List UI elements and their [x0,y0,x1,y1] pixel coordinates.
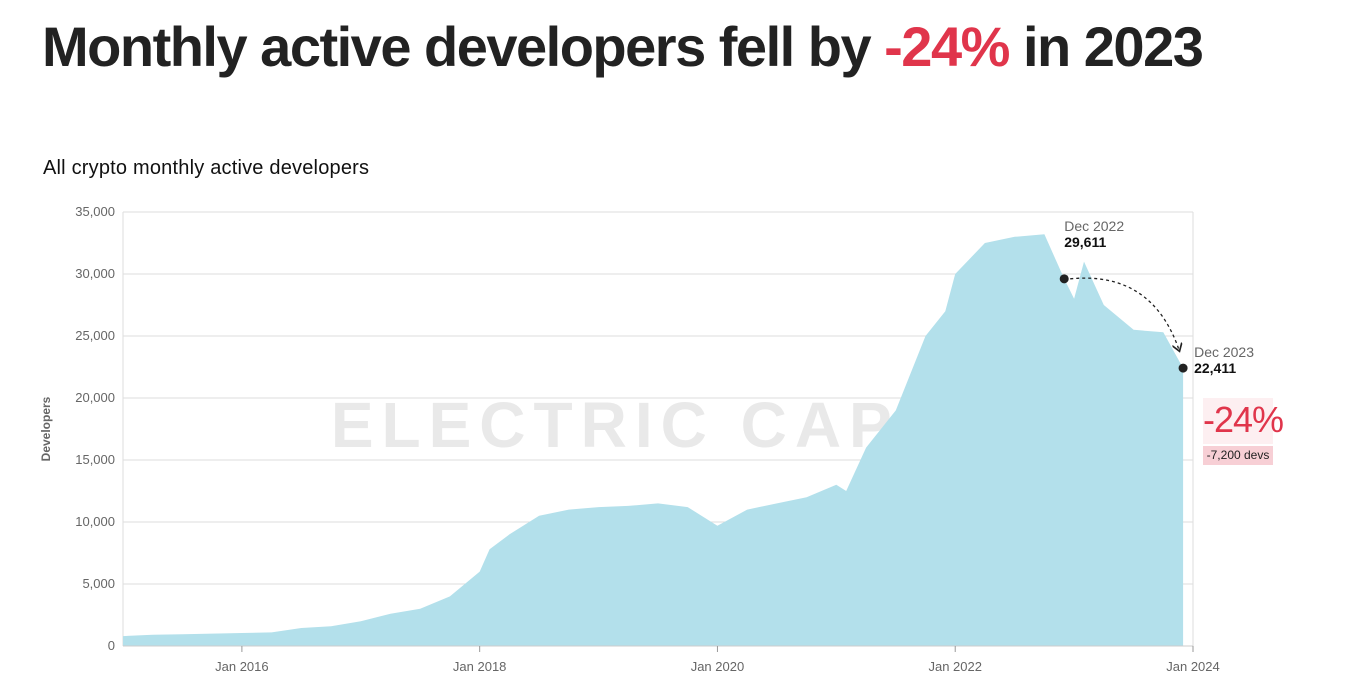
y-tick-label: 10,000 [75,514,115,529]
series-area [123,234,1184,647]
headline-highlight: -24% [884,15,1010,78]
x-tick-label: Jan 2024 [1166,659,1220,674]
x-tick-label: Jan 2020 [691,659,745,674]
headline-suffix: in 2023 [1008,15,1204,78]
change-percent: -24% [1203,398,1284,444]
annotation-value: 29,611 [1064,234,1106,250]
y-tick-label: 25,000 [75,328,115,343]
y-axis-ticks: 0 5,000 10,000 15,000 20,000 25,000 30,000 35,0… [75,204,115,653]
x-tick-label: Jan 2016 [215,659,269,674]
y-tick-label: 30,000 [75,266,115,281]
x-tick-label: Jan 2018 [453,659,507,674]
change-callout: -24% -7,200 devs [1203,398,1284,465]
annotation-point-dec-2022 [1059,274,1069,284]
chart-title: All crypto monthly active developers [43,157,370,179]
annotation-value: 22,411 [1194,360,1236,376]
y-tick-label: 15,000 [75,452,115,467]
annotation-point-dec-2023 [1178,363,1188,373]
x-tick-label: Jan 2022 [928,659,982,674]
x-axis-ticks: Jan 2016 Jan 2018 Jan 2020 Jan 2022 Jan 2024 [215,646,1220,674]
headline: Monthly active developers fell by -24% i… [42,14,1204,79]
annotation-date: Dec 2023 [1194,344,1254,360]
y-tick-label: 0 [108,638,115,653]
y-tick-label: 35,000 [75,204,115,219]
headline-prefix: Monthly active developers fell by [42,15,885,78]
change-delta: -7,200 devs [1203,446,1273,465]
y-tick-label: 20,000 [75,390,115,405]
annotation-date: Dec 2022 [1064,218,1124,234]
y-tick-label: 5,000 [82,576,115,591]
y-axis-title: Developers [39,396,53,461]
